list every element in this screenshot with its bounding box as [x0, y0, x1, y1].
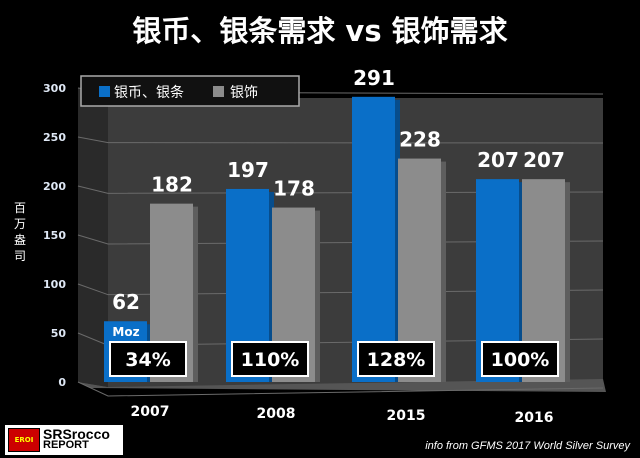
source-note: info from GFMS 2017 World Silver Survey: [425, 440, 630, 452]
bar-side: [565, 182, 570, 382]
legend-label-jewelry: 银饰: [230, 85, 258, 101]
y-axis-label: 百万盎司: [14, 201, 27, 263]
ratio-label: 100%: [491, 349, 550, 371]
y-tick-label: 0: [58, 376, 66, 389]
bar-side: [315, 210, 320, 382]
y-tick-label: 150: [43, 229, 66, 242]
bar-side: [441, 161, 446, 382]
y-tick-label: 50: [51, 327, 67, 340]
bar-side: [269, 191, 274, 382]
y-tick-label: 100: [43, 278, 66, 291]
logo-text: SRSrocco REPORT: [43, 426, 110, 451]
side-wall: [78, 88, 108, 387]
gridline: [77, 381, 604, 397]
legend: [80, 75, 300, 107]
ratio-box: [231, 341, 309, 377]
x-tick-label: 2016: [515, 410, 554, 426]
bar-side: [193, 206, 198, 382]
data-label: 62: [112, 290, 140, 314]
ratio-box: [109, 341, 187, 377]
x-tick-label: 2007: [131, 404, 170, 420]
ratio-label: 34%: [125, 349, 170, 371]
ratio-box: [357, 341, 435, 377]
bar-side: [395, 99, 400, 382]
bar-银币、银条-2015: [352, 96, 395, 382]
data-label: 197: [227, 158, 269, 182]
bar-side: [519, 182, 524, 382]
legend-swatch-coins: [99, 86, 110, 97]
chart-title: 银币、银条需求 vs 银饰需求: [132, 14, 508, 48]
data-label: 207: [477, 148, 519, 172]
data-label: 228: [399, 128, 441, 152]
data-label: 178: [273, 177, 315, 201]
ratio-box: [481, 341, 559, 377]
data-label: 182: [151, 173, 193, 197]
ratio-label: 128%: [367, 349, 426, 371]
y-tick-label: 300: [43, 82, 66, 95]
y-tick-label: 250: [43, 131, 66, 144]
unit-annotation: Moz: [112, 325, 139, 339]
floor: [78, 379, 606, 392]
data-label: 291: [353, 66, 395, 90]
ratio-label: 110%: [241, 349, 300, 371]
logo-emblem: EROI: [8, 428, 40, 452]
y-tick-label: 200: [43, 180, 66, 193]
legend-swatch-jewelry: [213, 86, 224, 97]
x-tick-label: 2015: [387, 408, 426, 424]
legend-label-coins: 银币、银条: [114, 84, 184, 101]
data-label: 207: [523, 148, 565, 172]
srsrocco-logo: EROI SRSrocco REPORT: [5, 425, 123, 455]
gridline: [77, 136, 604, 144]
x-tick-label: 2008: [257, 406, 296, 422]
